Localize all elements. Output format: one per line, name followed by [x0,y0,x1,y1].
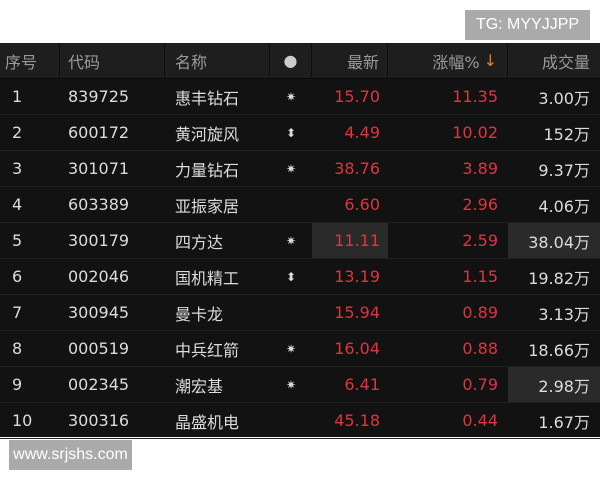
row-name: 惠丰钻石 [175,88,240,108]
row-code: 300179 [68,231,130,250]
watermark-top: TG: MYYJJPP [465,10,590,40]
star-burst-icon: ✷ [285,161,297,176]
row-latest: 38.76 [334,159,380,178]
row-change: 3.89 [462,159,498,178]
row-latest: 15.94 [334,303,380,322]
star-burst-icon: ✷ [285,89,297,104]
row-latest: 11.11 [312,223,388,258]
updown-arrow-icon: ⬍ [285,269,297,284]
header-code[interactable]: 代码 [60,43,165,78]
stock-table: 序号 代码 名称 ● 最新 涨幅% ↓ 成交量 1 839725 惠丰钻石 ✷ 1… [0,43,600,439]
star-burst-icon: ✷ [285,377,297,392]
row-index: 9 [12,375,23,394]
row-name: 曼卡龙 [175,304,224,324]
row-name: 国机精工 [175,268,240,288]
row-name: 晶盛机电 [175,412,240,432]
row-code: 300316 [68,411,130,430]
row-name: 四方达 [175,232,224,252]
row-index: 3 [12,159,23,178]
table-row[interactable]: 3 301071 力量钻石 ✷ 38.76 3.89 9.37万 [0,151,600,187]
row-volume: 1.67万 [538,412,590,432]
row-volume: 3.13万 [538,304,590,324]
row-name: 潮宏基 [175,376,224,396]
row-change: 0.88 [462,339,498,358]
row-volume: 3.00万 [538,88,590,108]
row-index: 6 [12,267,23,286]
table-row[interactable]: 1 839725 惠丰钻石 ✷ 15.70 11.35 3.00万 [0,79,600,115]
row-index: 10 [12,411,33,430]
row-latest: 4.49 [344,123,380,142]
row-volume: 9.37万 [538,160,590,180]
empty-icon [270,295,312,330]
row-volume: 4.06万 [538,196,590,216]
row-change: 1.15 [462,267,498,286]
row-code: 839725 [68,87,130,106]
row-code: 002046 [68,267,130,286]
row-index: 4 [12,195,23,214]
row-code: 603389 [68,195,130,214]
row-latest: 13.19 [334,267,380,286]
watermark-bottom: www.srjshs.com [9,440,132,470]
row-change: 0.79 [462,375,498,394]
table-row[interactable]: 7 300945 曼卡龙 15.94 0.89 3.13万 [0,295,600,331]
header-change-label: 涨幅% [432,52,480,72]
table-row[interactable]: 8 000519 中兵红箭 ✷ 16.04 0.88 18.66万 [0,331,600,367]
row-index: 2 [12,123,23,142]
row-code: 300945 [68,303,130,322]
row-latest: 15.70 [334,87,380,106]
row-change: 0.44 [462,411,498,430]
header-name[interactable]: 名称 [165,43,270,78]
row-code: 600172 [68,123,130,142]
table-row[interactable]: 6 002046 国机精工 ⬍ 13.19 1.15 19.82万 [0,259,600,295]
row-volume: 152万 [543,124,590,144]
row-change: 2.96 [462,195,498,214]
star-burst-icon: ✷ [285,341,297,356]
row-volume: 38.04万 [508,223,600,258]
row-name: 中兵红箭 [175,340,240,360]
row-volume: 18.66万 [528,340,590,360]
row-name: 亚振家居 [175,196,240,216]
header-index[interactable]: 序号 [0,43,60,78]
table-row[interactable]: 5 300179 四方达 ✷ 11.11 2.59 38.04万 [0,223,600,259]
row-change: 10.02 [452,123,498,142]
header-change-pct[interactable]: 涨幅% ↓ [388,43,508,78]
row-latest: 16.04 [334,339,380,358]
row-volume: 2.98万 [508,367,600,402]
sort-desc-icon: ↓ [483,51,497,70]
header-volume[interactable]: 成交量 [541,52,590,72]
table-header: 序号 代码 名称 ● 最新 涨幅% ↓ 成交量 [0,43,600,79]
row-latest: 6.60 [344,195,380,214]
row-code: 301071 [68,159,130,178]
row-name: 黄河旋风 [175,124,240,144]
star-burst-icon: ✷ [285,233,297,248]
row-index: 5 [12,231,23,250]
row-index: 7 [12,303,23,322]
row-name: 力量钻石 [175,160,240,180]
row-latest: 45.18 [334,411,380,430]
row-code: 000519 [68,339,130,358]
row-change: 0.89 [462,303,498,322]
row-latest: 6.41 [344,375,380,394]
empty-icon [270,403,312,438]
updown-arrow-icon: ⬍ [285,125,297,140]
table-row[interactable]: 9 002345 潮宏基 ✷ 6.41 0.79 2.98万 [0,367,600,403]
row-change: 11.35 [452,87,498,106]
header-dot-icon[interactable]: ● [270,43,312,78]
row-index: 8 [12,339,23,358]
table-row[interactable]: 2 600172 黄河旋风 ⬍ 4.49 10.02 152万 [0,115,600,151]
table-row[interactable]: 4 603389 亚振家居 6.60 2.96 4.06万 [0,187,600,223]
empty-icon [270,187,312,222]
row-index: 1 [12,87,23,106]
row-code: 002345 [68,375,130,394]
header-latest[interactable]: 最新 [312,43,388,78]
row-change: 2.59 [462,231,498,250]
table-row[interactable]: 10 300316 晶盛机电 45.18 0.44 1.67万 [0,403,600,439]
row-volume: 19.82万 [528,268,590,288]
